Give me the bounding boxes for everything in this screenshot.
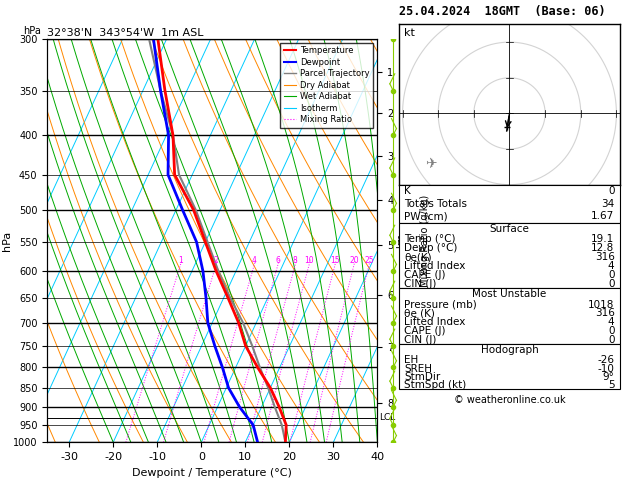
Text: Most Unstable: Most Unstable <box>472 289 547 299</box>
Text: CIN (J): CIN (J) <box>404 335 437 345</box>
Text: 2: 2 <box>213 257 218 265</box>
Text: Dewp (°C): Dewp (°C) <box>404 243 458 253</box>
Text: 19.1: 19.1 <box>591 234 615 244</box>
Text: 316: 316 <box>594 252 615 262</box>
Text: Mixing Ratio (g/kg): Mixing Ratio (g/kg) <box>420 194 430 287</box>
Text: Totals Totals: Totals Totals <box>404 199 467 208</box>
Text: -26: -26 <box>598 355 615 365</box>
Text: 12.8: 12.8 <box>591 243 615 253</box>
Text: 8: 8 <box>292 257 298 265</box>
Text: Surface: Surface <box>489 224 530 234</box>
Text: θe(K): θe(K) <box>404 252 432 262</box>
Text: CAPE (J): CAPE (J) <box>404 270 446 280</box>
Text: StmDir: StmDir <box>404 372 441 382</box>
Text: Hodograph: Hodograph <box>481 345 538 355</box>
Text: Temp (°C): Temp (°C) <box>404 234 456 244</box>
Text: PW (cm): PW (cm) <box>404 211 448 221</box>
Text: 0: 0 <box>608 279 615 289</box>
Text: 0: 0 <box>608 326 615 336</box>
Text: Lifted Index: Lifted Index <box>404 317 466 327</box>
Text: 316: 316 <box>594 309 615 318</box>
Text: 32°38'N  343°54'W  1m ASL: 32°38'N 343°54'W 1m ASL <box>47 28 204 38</box>
Text: ✈: ✈ <box>425 156 437 170</box>
Text: LCL: LCL <box>379 414 395 422</box>
Text: EH: EH <box>404 355 419 365</box>
Text: -10: -10 <box>598 364 615 374</box>
Text: 4: 4 <box>608 261 615 271</box>
Text: 25: 25 <box>364 257 374 265</box>
Y-axis label: km
ASL: km ASL <box>396 231 418 250</box>
Text: 4: 4 <box>252 257 257 265</box>
Text: 6: 6 <box>276 257 280 265</box>
Text: 0: 0 <box>608 335 615 345</box>
X-axis label: Dewpoint / Temperature (°C): Dewpoint / Temperature (°C) <box>132 468 292 478</box>
Text: 25.04.2024  18GMT  (Base: 06): 25.04.2024 18GMT (Base: 06) <box>399 5 606 18</box>
Text: kt: kt <box>404 28 415 37</box>
Text: CAPE (J): CAPE (J) <box>404 326 446 336</box>
Text: 1: 1 <box>178 257 182 265</box>
Text: 1018: 1018 <box>588 300 615 310</box>
Text: 4: 4 <box>608 317 615 327</box>
Text: θe (K): θe (K) <box>404 309 435 318</box>
Text: 10: 10 <box>304 257 314 265</box>
Text: 0: 0 <box>608 270 615 280</box>
Text: Lifted Index: Lifted Index <box>404 261 466 271</box>
Text: SREH: SREH <box>404 364 433 374</box>
Text: CIN (J): CIN (J) <box>404 279 437 289</box>
Text: 34: 34 <box>601 199 615 208</box>
Text: 9°: 9° <box>603 372 615 382</box>
Text: © weatheronline.co.uk: © weatheronline.co.uk <box>454 395 565 405</box>
Text: 20: 20 <box>349 257 359 265</box>
Legend: Temperature, Dewpoint, Parcel Trajectory, Dry Adiabat, Wet Adiabat, Isotherm, Mi: Temperature, Dewpoint, Parcel Trajectory… <box>281 43 373 128</box>
Text: K: K <box>404 186 411 196</box>
Text: 0: 0 <box>608 186 615 196</box>
Text: 1.67: 1.67 <box>591 211 615 221</box>
Text: hPa: hPa <box>23 26 41 36</box>
Text: StmSpd (kt): StmSpd (kt) <box>404 380 467 390</box>
Y-axis label: hPa: hPa <box>1 230 11 251</box>
Text: Pressure (mb): Pressure (mb) <box>404 300 477 310</box>
Text: 5: 5 <box>608 380 615 390</box>
Text: 15: 15 <box>330 257 340 265</box>
